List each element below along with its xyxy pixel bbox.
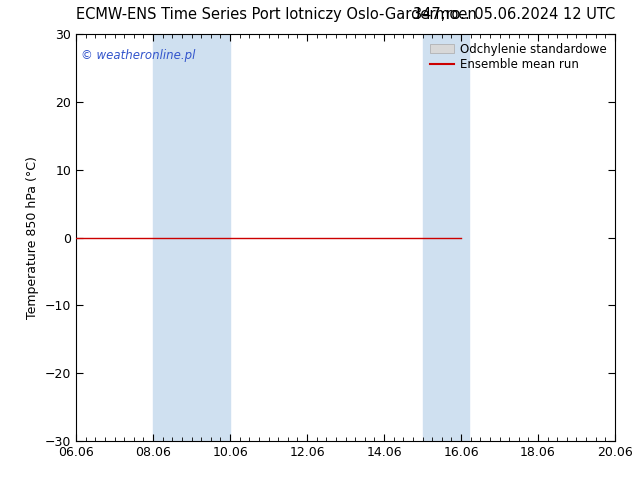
Y-axis label: Temperature 850 hPa (°C): Temperature 850 hPa (°C) bbox=[26, 156, 39, 319]
Bar bbox=[153, 34, 230, 441]
Legend: Odchylenie standardowe, Ensemble mean run: Odchylenie standardowe, Ensemble mean ru… bbox=[428, 40, 609, 74]
Text: © weatheronline.pl: © weatheronline.pl bbox=[81, 49, 196, 62]
Text: ECMW-ENS Time Series Port lotniczy Oslo-Gardermoen: ECMW-ENS Time Series Port lotniczy Oslo-… bbox=[76, 7, 477, 22]
Bar bbox=[422, 34, 469, 441]
Text: 347;ro.. 05.06.2024 12 UTC: 347;ro.. 05.06.2024 12 UTC bbox=[413, 7, 615, 22]
Title: ECMW-ENS Time Series Port lotniczy Oslo-Gardermoen     347;ro.. 05.06.2024 12 UT: ECMW-ENS Time Series Port lotniczy Oslo-… bbox=[0, 489, 1, 490]
